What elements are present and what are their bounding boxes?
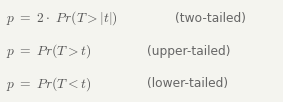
Text: $p \ = \ Pr(T < t)$: $p \ = \ Pr(T < t)$ — [6, 75, 91, 93]
Text: $p \ = \ 2 \cdot \ Pr(T > |t|)$: $p \ = \ 2 \cdot \ Pr(T > |t|)$ — [6, 9, 117, 27]
Text: (lower-tailed): (lower-tailed) — [147, 77, 228, 90]
Text: (two-tailed): (two-tailed) — [175, 12, 246, 25]
Text: (upper-tailed): (upper-tailed) — [147, 44, 231, 58]
Text: $p \ = \ Pr(T > t)$: $p \ = \ Pr(T > t)$ — [6, 42, 91, 60]
